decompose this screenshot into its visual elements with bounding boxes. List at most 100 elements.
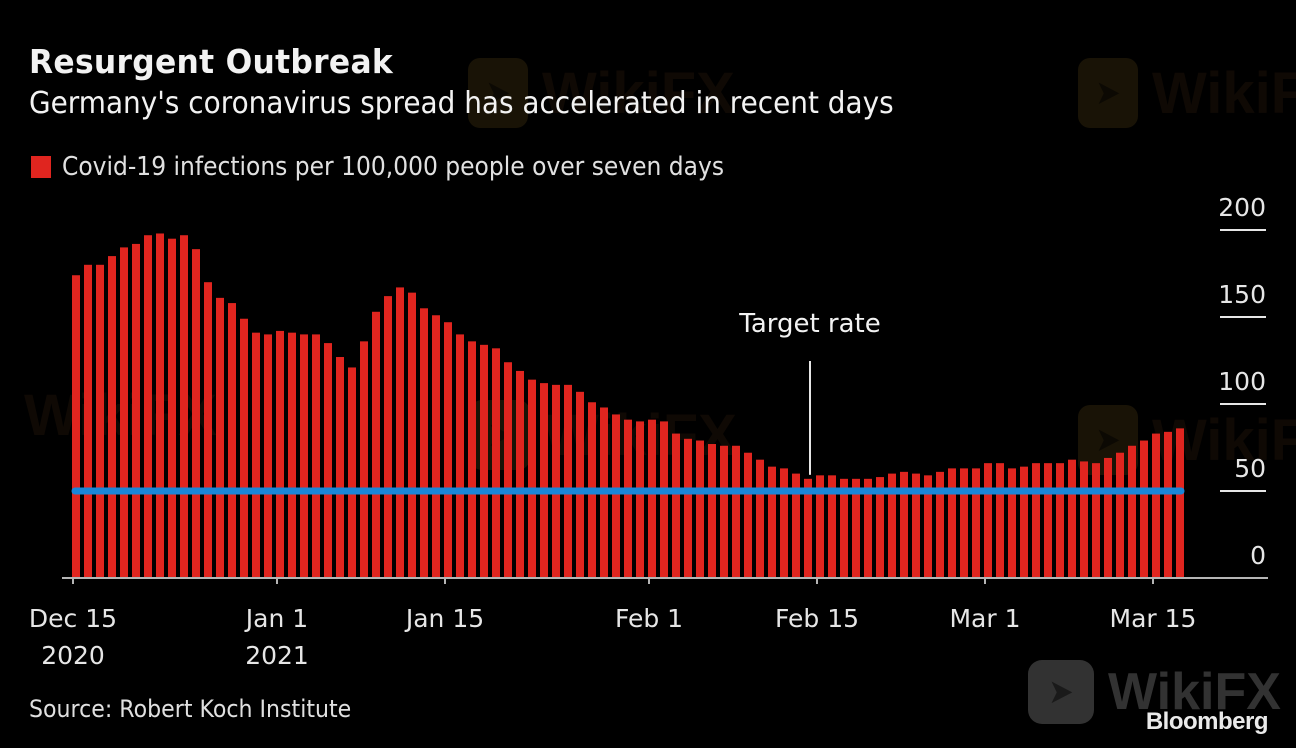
bar bbox=[120, 247, 128, 578]
legend-label: Covid-19 infections per 100,000 people o… bbox=[62, 152, 725, 182]
chart-subtitle: Germany's coronavirus spread has acceler… bbox=[29, 86, 894, 121]
bar bbox=[1164, 431, 1172, 578]
bar bbox=[660, 421, 668, 578]
bar bbox=[972, 468, 980, 578]
bar bbox=[900, 471, 908, 578]
bar bbox=[204, 282, 212, 578]
bar bbox=[1008, 468, 1016, 578]
bar bbox=[672, 433, 680, 578]
bar bbox=[1056, 463, 1064, 578]
bar bbox=[624, 419, 632, 578]
bar bbox=[168, 238, 176, 578]
bar bbox=[936, 471, 944, 578]
chart-title: Resurgent Outbreak bbox=[29, 42, 394, 81]
x-tick-label: Jan 15 bbox=[404, 604, 484, 633]
bar bbox=[816, 475, 824, 578]
bar bbox=[792, 473, 800, 578]
bar bbox=[72, 275, 80, 578]
x-axis: Dec 15 2020 Jan 1 2021 Jan 15 Feb 1 Feb 15 Mar … bbox=[29, 577, 1268, 670]
bar bbox=[396, 287, 404, 578]
x-tick-label: Mar 1 bbox=[949, 604, 1020, 633]
x-tick-sublabel: 2021 bbox=[245, 641, 309, 670]
bar bbox=[852, 478, 860, 578]
bar bbox=[444, 322, 452, 578]
bar bbox=[300, 334, 308, 578]
bar bbox=[336, 357, 344, 578]
bar bbox=[612, 414, 620, 578]
bar bbox=[156, 233, 164, 579]
bar bbox=[108, 256, 116, 578]
legend-swatch bbox=[31, 156, 51, 178]
bar bbox=[96, 264, 104, 578]
bar bbox=[756, 459, 764, 578]
bar bbox=[252, 332, 260, 578]
bar bbox=[888, 473, 896, 578]
target-rate-label: Target rate bbox=[738, 309, 881, 339]
y-axis: 0 50 100 150 200 bbox=[1218, 193, 1266, 570]
bar bbox=[564, 384, 572, 578]
bar bbox=[516, 370, 524, 578]
bar bbox=[1044, 463, 1052, 578]
bar bbox=[1032, 463, 1040, 578]
bar bbox=[1080, 461, 1088, 578]
bar bbox=[780, 468, 788, 578]
x-tick-label: Jan 1 bbox=[244, 604, 308, 633]
bar bbox=[948, 468, 956, 578]
bar bbox=[864, 478, 872, 578]
bar bbox=[480, 344, 488, 578]
bar bbox=[240, 318, 248, 578]
y-tick-label: 50 bbox=[1234, 454, 1266, 483]
bar bbox=[432, 315, 440, 578]
bar bbox=[180, 235, 188, 578]
bar bbox=[840, 478, 848, 578]
bar bbox=[636, 421, 644, 578]
bar bbox=[216, 297, 224, 578]
bar bbox=[492, 348, 500, 578]
bar bbox=[1176, 428, 1184, 578]
bar bbox=[996, 463, 1004, 578]
y-tick-label: 0 bbox=[1250, 541, 1266, 570]
bar bbox=[324, 343, 332, 578]
y-tick-label: 100 bbox=[1218, 367, 1266, 396]
bar bbox=[876, 477, 884, 578]
bar bbox=[264, 334, 272, 578]
y-tick-label: 150 bbox=[1218, 280, 1266, 309]
bar bbox=[528, 379, 536, 578]
bar bbox=[696, 440, 704, 578]
bloomberg-logo: Bloomberg bbox=[1145, 708, 1269, 735]
source-note: Source: Robert Koch Institute bbox=[29, 695, 352, 723]
x-tick-label: Feb 15 bbox=[775, 604, 859, 633]
bar bbox=[984, 463, 992, 578]
bar bbox=[1092, 463, 1100, 578]
bar bbox=[540, 383, 548, 578]
x-tick-label: Dec 15 bbox=[29, 604, 117, 633]
bar bbox=[1020, 466, 1028, 578]
bar bbox=[288, 332, 296, 578]
x-tick-sublabel: 2020 bbox=[41, 641, 105, 670]
bar bbox=[372, 311, 380, 578]
annotation-group: Target rate bbox=[71, 309, 1185, 495]
bar bbox=[648, 419, 656, 578]
bar bbox=[768, 466, 776, 578]
bars-group bbox=[72, 233, 1184, 579]
bar bbox=[1152, 433, 1160, 578]
bar bbox=[228, 303, 236, 578]
bar bbox=[1104, 457, 1112, 578]
bar bbox=[192, 249, 200, 578]
bar bbox=[1116, 452, 1124, 578]
bar bbox=[384, 296, 392, 578]
bar bbox=[684, 438, 692, 578]
bar bbox=[420, 308, 428, 578]
x-tick-label: Feb 1 bbox=[615, 604, 683, 633]
bar bbox=[924, 475, 932, 578]
bar bbox=[132, 243, 140, 579]
bar bbox=[912, 473, 920, 578]
bar bbox=[504, 362, 512, 578]
bar bbox=[720, 445, 728, 578]
bar bbox=[1140, 440, 1148, 578]
bar bbox=[1068, 459, 1076, 578]
x-tick-label: Mar 15 bbox=[1110, 604, 1197, 633]
bar bbox=[960, 468, 968, 578]
bar bbox=[744, 452, 752, 578]
